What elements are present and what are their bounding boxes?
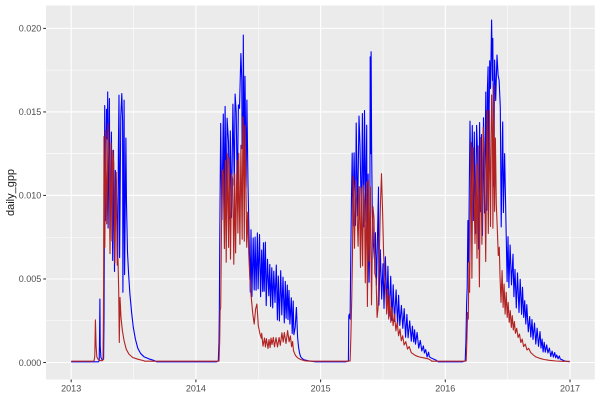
svg-text:0.005: 0.005 (19, 274, 42, 284)
svg-text:2015: 2015 (311, 384, 331, 394)
svg-text:0.010: 0.010 (19, 191, 42, 201)
svg-text:2017: 2017 (560, 384, 580, 394)
svg-text:2014: 2014 (186, 384, 206, 394)
svg-text:0.015: 0.015 (19, 107, 42, 117)
svg-text:daily_gpp: daily_gpp (5, 169, 17, 216)
svg-text:2013: 2013 (61, 384, 81, 394)
svg-text:0.000: 0.000 (19, 358, 42, 368)
svg-text:0.020: 0.020 (19, 24, 42, 34)
svg-text:2016: 2016 (435, 384, 455, 394)
